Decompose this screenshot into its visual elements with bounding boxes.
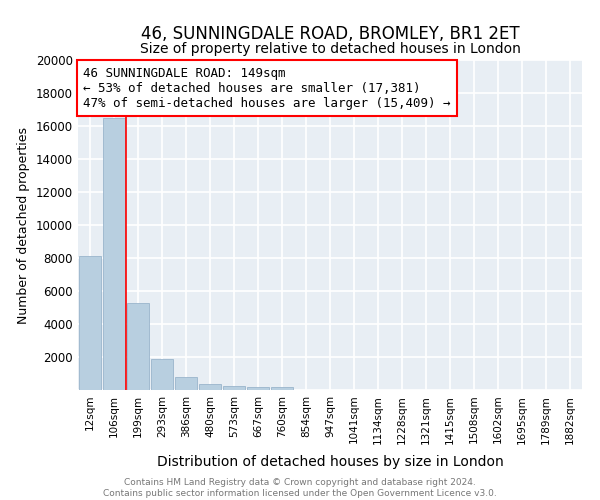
X-axis label: Distribution of detached houses by size in London: Distribution of detached houses by size … [157,454,503,468]
Bar [103,118,125,390]
Bar [223,386,245,390]
Text: Size of property relative to detached houses in London: Size of property relative to detached ho… [140,42,520,56]
Bar [271,386,293,390]
Bar [127,302,149,390]
Text: 46 SUNNINGDALE ROAD: 149sqm
← 53% of detached houses are smaller (17,381)
47% of: 46 SUNNINGDALE ROAD: 149sqm ← 53% of det… [83,66,451,110]
Text: 46, SUNNINGDALE ROAD, BROMLEY, BR1 2ET: 46, SUNNINGDALE ROAD, BROMLEY, BR1 2ET [140,25,520,43]
Bar [199,384,221,390]
Text: Contains HM Land Registry data © Crown copyright and database right 2024.
Contai: Contains HM Land Registry data © Crown c… [103,478,497,498]
Bar [175,378,197,390]
Bar [151,360,173,390]
Bar [247,386,269,390]
Y-axis label: Number of detached properties: Number of detached properties [17,126,31,324]
Bar [79,256,101,390]
